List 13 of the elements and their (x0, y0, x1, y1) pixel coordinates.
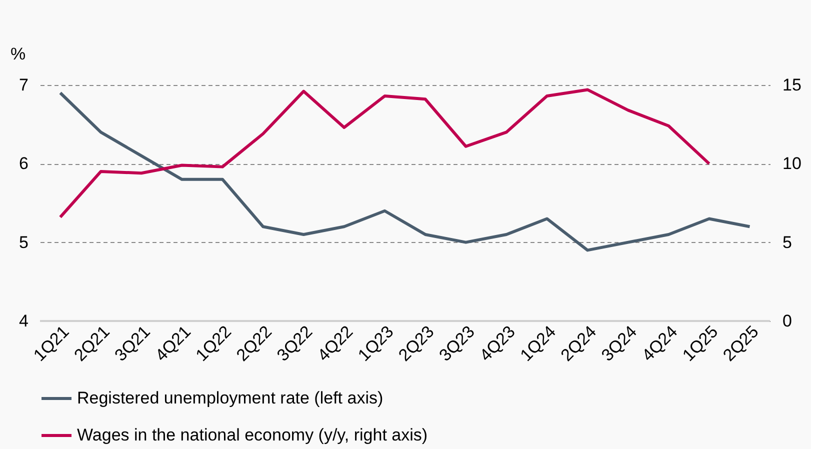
y-tick-label: 5 (19, 232, 28, 252)
legend-label: Registered unemployment rate (left axis) (77, 388, 384, 408)
y-axis-title: % (10, 44, 26, 64)
line-series (58, 88, 711, 219)
y-tick-label: 6 (19, 154, 28, 174)
y2-tick-label: 0 (782, 312, 792, 330)
y2-tick-label: 10 (782, 154, 802, 174)
legend-label: Wages in the national economy (y/y, right axis) (77, 426, 428, 444)
line-series (58, 91, 752, 252)
y2-tick-label: 5 (782, 232, 792, 252)
y-tick-label: 7 (19, 76, 28, 94)
y-tick-label: 4 (19, 312, 28, 330)
y2-tick-label: 15 (782, 76, 802, 94)
